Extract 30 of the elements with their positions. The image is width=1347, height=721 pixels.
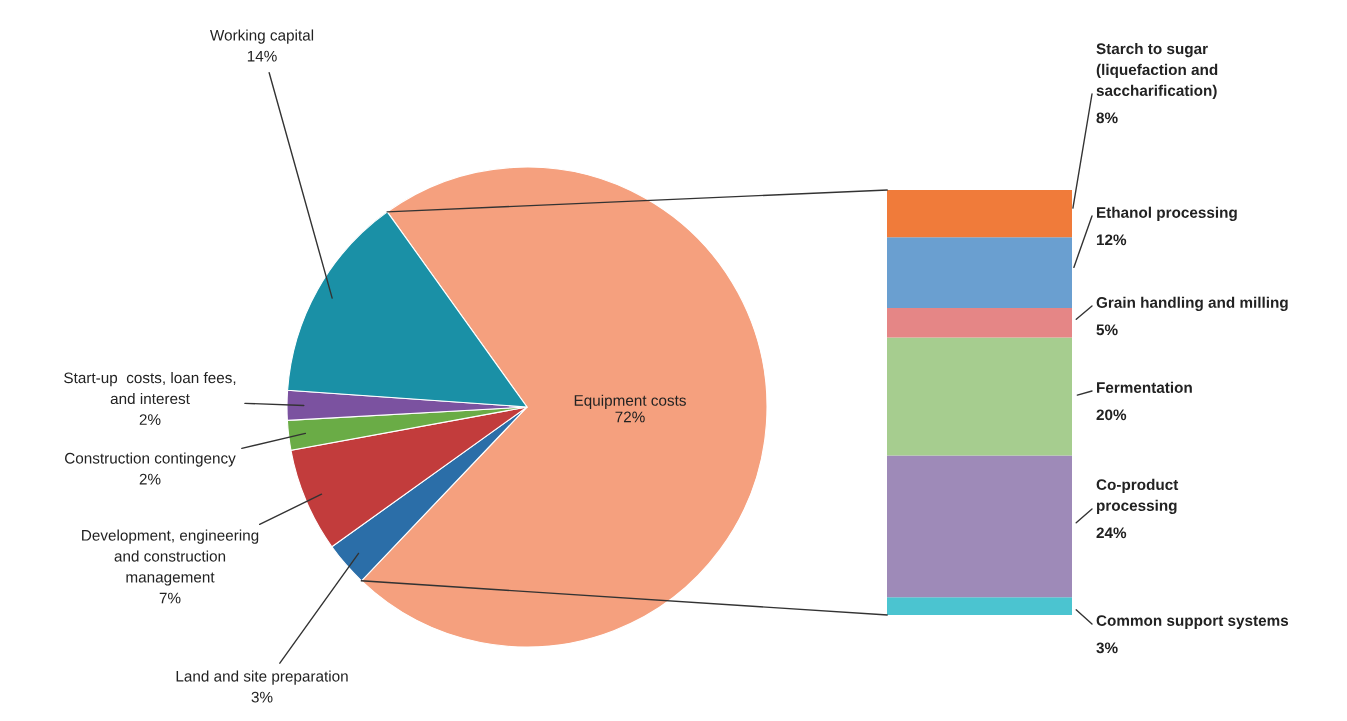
series-label: Fermentation [1097,381,1192,393]
series-label: Common support systems [1096,615,1289,629]
data-label: 24% [1096,527,1127,539]
series-label: Grain handling and milling [1096,296,1288,311]
bar [887,237,1072,309]
slice-label: Working capital [209,29,314,44]
series-label: Ethanol processing [1097,206,1237,221]
data-label: 7% [159,592,181,604]
series-label: Co-product processing [1096,478,1179,514]
data-label: 2% [139,473,161,485]
bar [887,190,1072,238]
slice-label: Construction contingency [65,452,236,467]
text: Starch to sugar (liquefaction and saccharification) [1096,42,1218,99]
slice-label: Land and site preparation [176,670,348,685]
slice-label: Development, engineering and construction management [82,529,259,586]
data-label: 3% [1096,642,1118,654]
data-label: 20% [1096,409,1127,421]
bar [887,308,1072,338]
data-label: 2% [139,414,161,425]
data-label: 12% [1096,234,1127,246]
bar [887,597,1072,615]
slice-label: Equipment costs [574,394,686,409]
data-label: 8% [1096,112,1118,124]
data-label: 5% [1096,324,1118,336]
bar [887,337,1072,456]
slice-label: Start-up costs, loan fees, and interest [64,371,236,405]
data-label: 72% [615,411,645,423]
data-label: 3% [251,691,273,703]
data-label: 14% [247,50,277,62]
bar [887,455,1072,598]
